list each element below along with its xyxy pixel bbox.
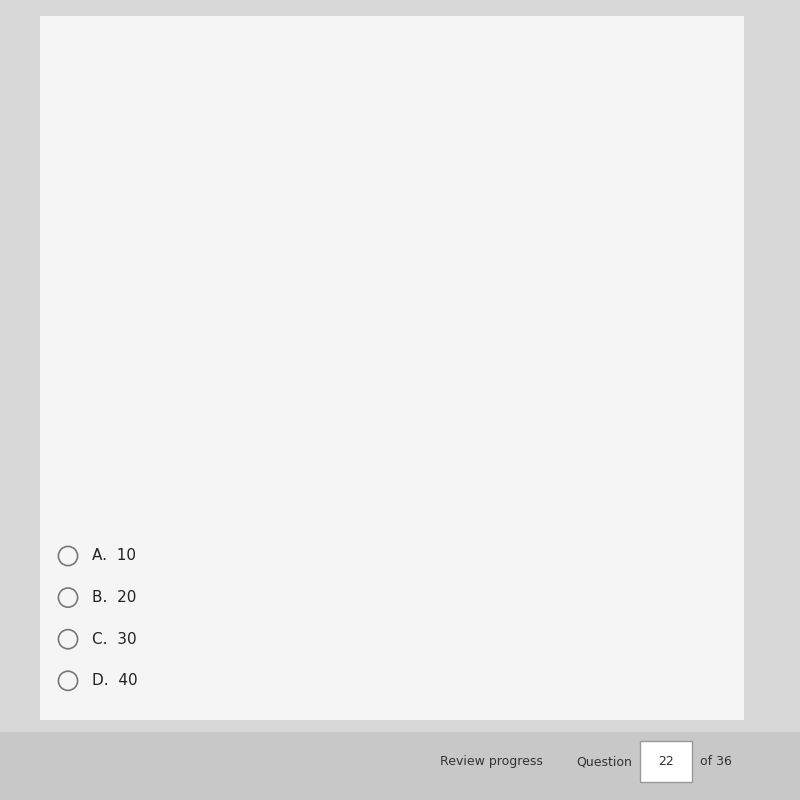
Text: 22: 22 [658, 755, 674, 768]
Bar [314, 22, 477, 110]
X-axis label: Degrees Fahrenheit: Degrees Fahrenheit [287, 539, 449, 557]
Text: Question: Question [576, 755, 632, 768]
X-axis label: Degrees Fahrenheit: Degrees Fahrenheit [287, 251, 449, 269]
Text: Review progress: Review progress [440, 755, 543, 768]
Text: A.  10: A. 10 [92, 549, 136, 563]
Text: City B: City B [338, 261, 398, 279]
Text: of 36: of 36 [700, 755, 732, 768]
Text: B.  20: B. 20 [92, 590, 136, 605]
Bar [259, 299, 477, 397]
Text: D.  40: D. 40 [92, 674, 138, 688]
Text: C.  30: C. 30 [92, 632, 137, 646]
